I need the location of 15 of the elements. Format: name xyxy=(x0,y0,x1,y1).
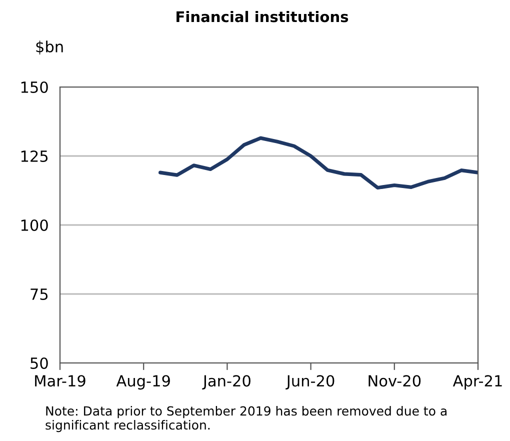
x-tick-label: Mar-19 xyxy=(35,375,86,387)
y-tick-label: 50 xyxy=(30,357,48,370)
line-series xyxy=(158,136,478,190)
x-tick-label: Nov-20 xyxy=(368,375,421,387)
x-tick-label: Apr-21 xyxy=(452,375,502,390)
x-tick-label: Jun-20 xyxy=(286,375,334,390)
y-tick-label: 125 xyxy=(21,150,48,162)
chart-title: Financial institutions xyxy=(176,10,348,22)
y-axis-title: $bn xyxy=(36,40,63,54)
x-tick-label: Aug-19 xyxy=(116,375,170,390)
text: Note: Data prior to September 2019 has been removed due to a significant reclassification. xyxy=(46,406,446,432)
x-tick-label: Jan-20 xyxy=(202,375,250,390)
y-tick-label: 75 xyxy=(30,288,48,300)
y-tick-label: 100 xyxy=(21,219,48,232)
y-tick-label: 150 xyxy=(21,81,48,94)
